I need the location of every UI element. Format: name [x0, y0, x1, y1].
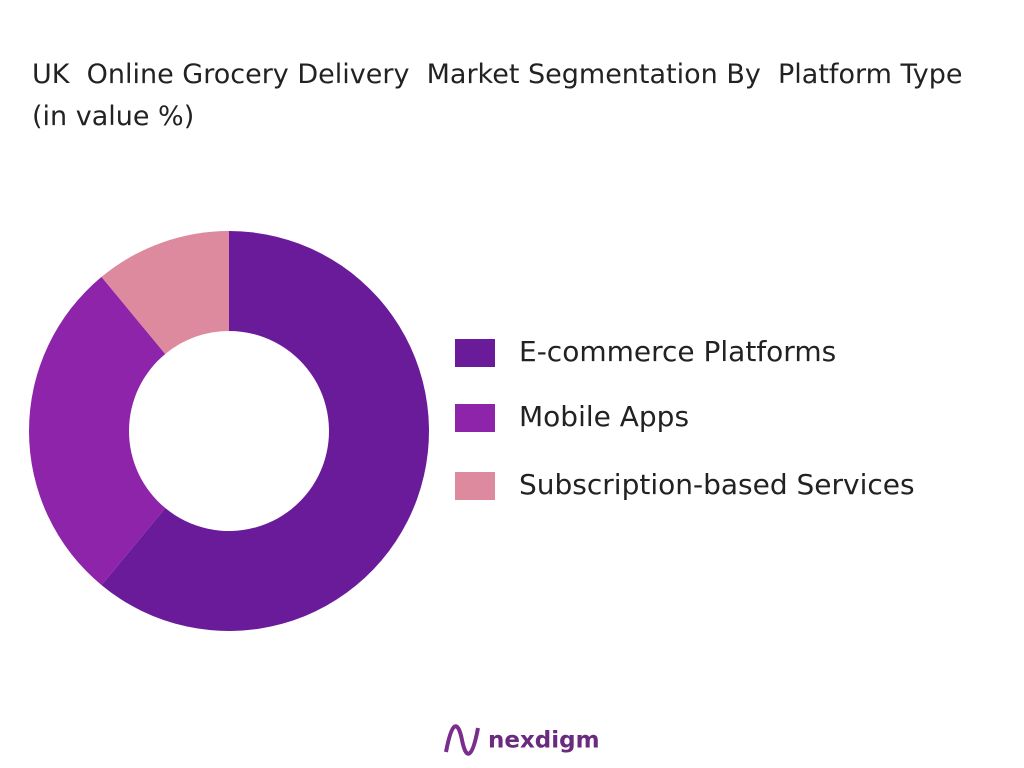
legend-label: Mobile Apps	[519, 400, 689, 433]
chart-title: UK Online Grocery Delivery Market Segmen…	[32, 59, 972, 132]
legend-label: E-commerce Platforms	[519, 335, 836, 368]
logo-mark	[444, 724, 480, 756]
legend-swatch	[455, 472, 495, 500]
legend-label: Subscription-based Services	[519, 468, 915, 501]
legend-swatch	[455, 404, 495, 432]
donut-slice	[101, 231, 229, 354]
brand-logo: nexdigm	[444, 724, 600, 756]
donut-slice	[28, 276, 166, 586]
donut-slice	[101, 231, 430, 631]
brand-name: nexdigm	[488, 728, 600, 754]
legend-swatch	[455, 339, 495, 367]
